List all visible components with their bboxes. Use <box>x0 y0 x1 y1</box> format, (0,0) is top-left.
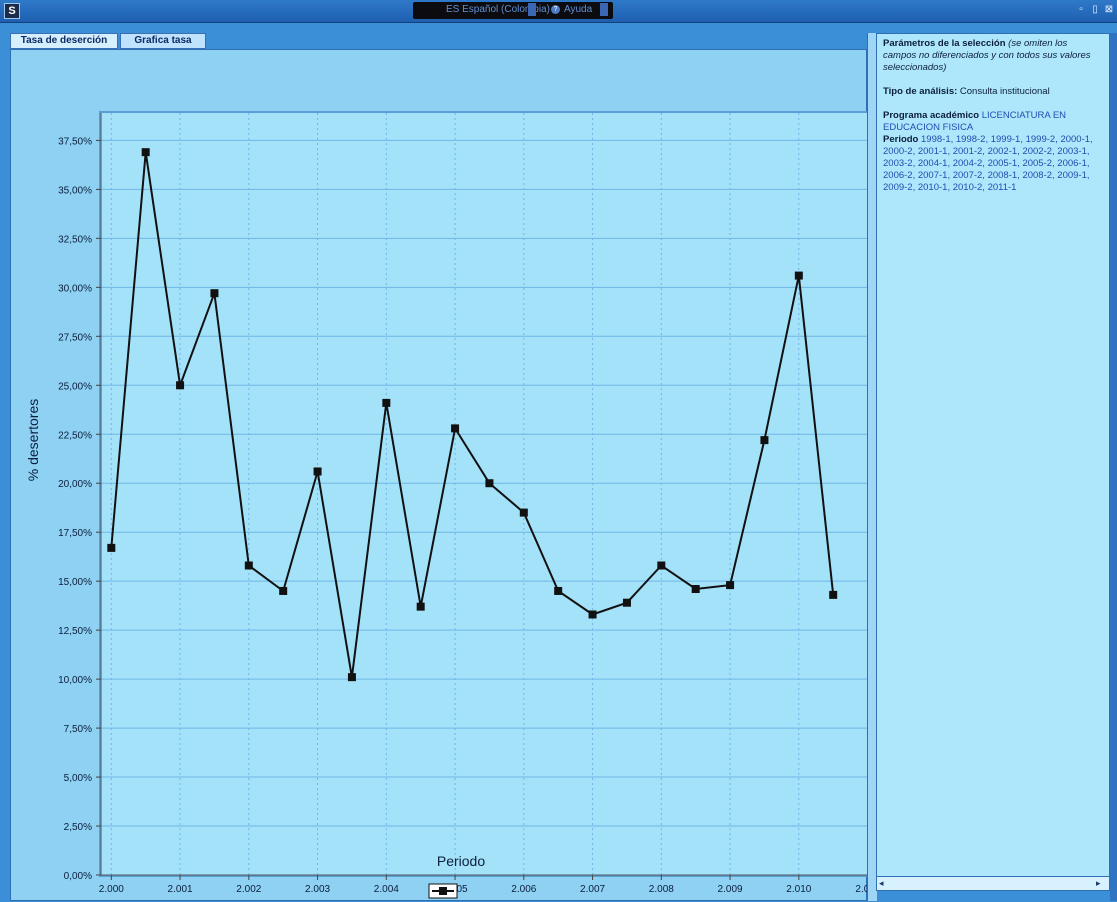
period-value: 1998-1, 1998-2, 1999-1, 1999-2, 2000-1, … <box>883 134 1093 193</box>
program-value: LICENCIATURA EN EDUCACION FISICA <box>883 110 1067 133</box>
data-point[interactable] <box>382 398 391 407</box>
x-tick-label: 2.010 <box>786 884 811 895</box>
y-tick-label: 32,50% <box>58 234 92 245</box>
analysis-value: Consulta institucional <box>959 86 1050 97</box>
x-tick-label: 2.006 <box>511 884 536 895</box>
data-point[interactable] <box>657 561 666 570</box>
x-tick-label: 2.003 <box>305 884 330 895</box>
x-axis-title: Periodo <box>437 853 485 869</box>
data-point[interactable] <box>760 436 769 445</box>
program-label: Programa académico <box>883 110 980 121</box>
x-tick-labels: 2.0002.0012.0022.0032.0042.0052.0062.007… <box>99 884 868 895</box>
window-border <box>1110 33 1117 901</box>
y-tick-label: 27,50% <box>58 332 92 343</box>
title-bar: S ES Español (Colombia) ? Ayuda ▫ ▯ ⊠ <box>0 0 1117 23</box>
data-point[interactable] <box>485 479 494 488</box>
language-selector[interactable] <box>413 2 613 19</box>
y-tick-label: 2,50% <box>64 822 92 833</box>
data-point[interactable] <box>691 585 700 594</box>
y-tick-label: 22,50% <box>58 430 92 441</box>
data-point[interactable] <box>554 586 563 595</box>
data-point[interactable] <box>210 289 219 298</box>
data-point[interactable] <box>176 381 185 390</box>
period-label: Periodo <box>883 134 919 145</box>
x-tick-label: 2.008 <box>649 884 674 895</box>
y-tick-label: 12,50% <box>58 626 92 637</box>
chevron-down-icon[interactable] <box>600 3 608 16</box>
axes <box>96 113 868 880</box>
x-tick-label: 2.000 <box>99 884 124 895</box>
data-point[interactable] <box>451 424 460 433</box>
y-tick-label: 5,00% <box>64 773 92 784</box>
parameters-panel: Parámetros de la selección (se omiten lo… <box>876 33 1110 891</box>
analysis-label: Tipo de análisis: <box>883 86 958 97</box>
data-point[interactable] <box>829 590 838 599</box>
minimize-icon[interactable]: ▫ <box>1079 4 1083 15</box>
parameters-text: Parámetros de la selección (se omiten lo… <box>883 38 1099 206</box>
data-point[interactable] <box>794 271 803 280</box>
legend-marker <box>439 887 447 895</box>
x-tick-label: 2.004 <box>374 884 399 895</box>
x-tick-label: 2.009 <box>718 884 743 895</box>
params-note: (se omiten los campos no diferenciados y… <box>883 38 1091 73</box>
y-tick-label: 35,00% <box>58 185 92 196</box>
y-tick-label: 37,50% <box>58 136 92 147</box>
data-point[interactable] <box>107 543 116 552</box>
scroll-left-icon[interactable]: ◂ <box>879 878 884 888</box>
horizontal-scrollbar[interactable]: ◂ ▸ <box>877 876 1109 890</box>
y-tick-label: 7,50% <box>64 724 92 735</box>
x-tick-label: 2.011 <box>855 884 868 895</box>
y-tick-labels: 0,00% 2,50% 5,00% 7,50% 10,00% 12,50% 15,00% 17… <box>58 136 92 882</box>
tab-strip: Tasa de deserción Grafica tasa <box>10 33 867 49</box>
y-tick-label: 17,50% <box>58 528 92 539</box>
tab-grafica-tasa[interactable]: Grafica tasa <box>120 33 206 49</box>
y-tick-label: 10,00% <box>58 675 92 686</box>
data-point[interactable] <box>416 602 425 611</box>
close-icon[interactable]: ⊠ <box>1104 4 1114 15</box>
grid-lines <box>101 113 868 875</box>
data-point[interactable] <box>141 148 150 157</box>
data-point[interactable] <box>313 467 322 476</box>
data-point[interactable] <box>347 673 356 682</box>
chevron-down-icon[interactable] <box>528 3 536 16</box>
legend <box>428 883 458 899</box>
panel-splitter[interactable] <box>867 33 877 901</box>
data-point[interactable] <box>726 581 735 590</box>
y-tick-label: 15,00% <box>58 577 92 588</box>
data-point[interactable] <box>519 508 528 517</box>
line-chart: 0,00% 2,50% 5,00% 7,50% 10,00% 12,50% 15,00% 17… <box>25 113 868 899</box>
help-menu[interactable]: Ayuda <box>564 4 593 15</box>
data-point[interactable] <box>588 610 597 619</box>
y-axis-title: % desertores <box>25 399 41 481</box>
y-tick-label: 0,00% <box>64 871 92 882</box>
y-tick-label: 25,00% <box>58 381 92 392</box>
tab-tasa-desercion[interactable]: Tasa de deserción <box>10 33 118 49</box>
data-point[interactable] <box>622 598 631 607</box>
help-icon[interactable]: ? <box>551 5 560 14</box>
params-title: Parámetros de la selección <box>883 38 1006 49</box>
x-tick-label: 2.001 <box>168 884 193 895</box>
chart-panel: 0,00% 2,50% 5,00% 7,50% 10,00% 12,50% 15,00% 17… <box>10 49 873 901</box>
y-tick-label: 20,00% <box>58 479 92 490</box>
y-tick-label: 30,00% <box>58 283 92 294</box>
app-icon[interactable]: S <box>4 3 20 19</box>
restore-icon[interactable]: ▯ <box>1092 4 1098 15</box>
data-point[interactable] <box>244 561 253 570</box>
series-line <box>110 152 835 678</box>
x-tick-label: 2.002 <box>236 884 261 895</box>
data-point[interactable] <box>279 586 288 595</box>
data-points <box>107 148 838 682</box>
scroll-right-icon[interactable]: ▸ <box>1096 878 1101 888</box>
language-label[interactable]: ES Español (Colombia) <box>446 4 550 15</box>
x-tick-label: 2.007 <box>580 884 605 895</box>
